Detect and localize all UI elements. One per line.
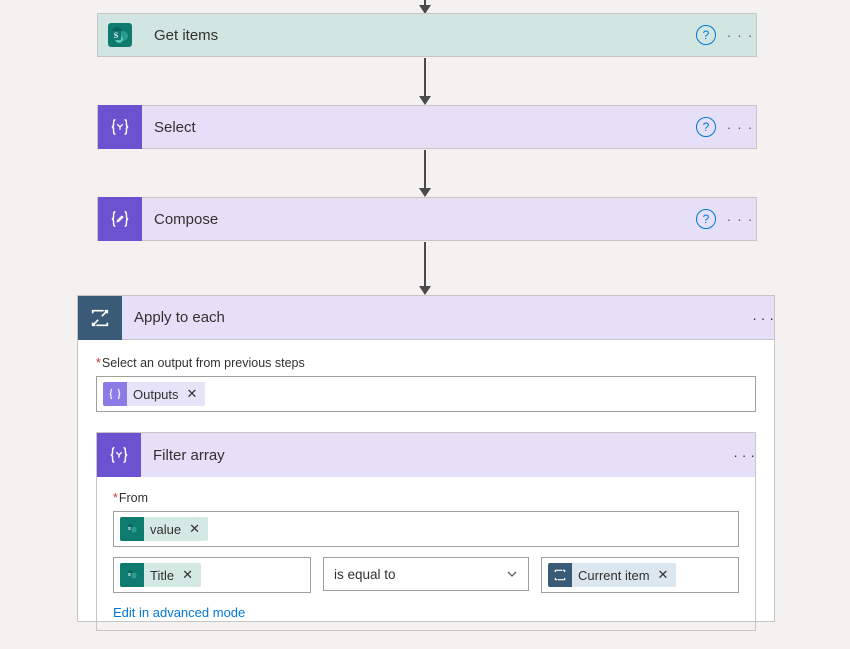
apply-to-each-header[interactable]: Apply to each · · · [78,296,774,340]
field-label: *Select an output from previous steps [96,356,756,370]
connector-arrow [419,150,431,197]
condition-left-input[interactable]: S Title ✕ [113,557,311,593]
svg-text:S: S [114,31,119,40]
remove-token-button[interactable]: ✕ [658,567,677,583]
connector-arrow [419,242,431,295]
more-menu-button[interactable]: · · · [724,197,756,241]
svg-text:S: S [128,526,131,531]
step-filter-array: Filter array · · · *From S value ✕ [96,432,756,631]
filter-array-header[interactable]: Filter array · · · [97,433,755,477]
remove-token-button[interactable]: ✕ [189,521,208,537]
connector-arrow [419,58,431,105]
condition-right-input[interactable]: Current item ✕ [541,557,739,593]
loop-token-icon [548,563,572,587]
step-compose[interactable]: Compose ? · · · [97,197,757,241]
step-title: Apply to each [122,309,752,326]
from-input[interactable]: S value ✕ [113,511,739,547]
more-menu-button[interactable]: · · · [752,310,774,326]
step-select[interactable]: Select ? · · · [97,105,757,149]
compose-token-icon [103,382,127,406]
token-outputs[interactable]: Outputs ✕ [103,382,205,406]
sharepoint-token-icon: S [120,517,144,541]
condition-operator-select[interactable]: is equal to [323,557,529,591]
connector-arrow [419,0,431,14]
help-icon[interactable]: ? [696,117,716,137]
step-title: Compose [142,211,696,228]
step-get-items[interactable]: S Get items ? · · · [97,13,757,57]
output-from-previous-steps-input[interactable]: Outputs ✕ [96,376,756,412]
remove-token-button[interactable]: ✕ [182,567,201,583]
field-label: *From [113,491,739,505]
svg-text:S: S [128,572,131,577]
token-value[interactable]: S value ✕ [120,517,208,541]
sharepoint-icon: S [98,13,142,57]
more-menu-button[interactable]: · · · [724,105,756,149]
chevron-down-icon [506,568,518,580]
remove-token-button[interactable]: ✕ [187,386,206,402]
help-icon[interactable]: ? [696,209,716,229]
help-icon[interactable]: ? [696,25,716,45]
more-menu-button[interactable]: · · · [733,447,755,463]
step-title: Get items [142,27,696,44]
edit-advanced-mode-link[interactable]: Edit in advanced mode [113,605,245,620]
more-menu-button[interactable]: · · · [724,13,756,57]
step-apply-to-each: Apply to each · · · *Select an output fr… [77,295,775,622]
step-title: Select [142,119,696,136]
step-title: Filter array [141,447,733,464]
select-icon [98,105,142,149]
compose-icon [98,197,142,241]
token-title[interactable]: S Title ✕ [120,563,201,587]
sharepoint-token-icon: S [120,563,144,587]
filter-icon [97,433,141,477]
token-current-item[interactable]: Current item ✕ [548,563,676,587]
loop-icon [78,296,122,340]
flow-designer-canvas: S Get items ? · · · Select ? · · · Compo… [0,0,850,622]
